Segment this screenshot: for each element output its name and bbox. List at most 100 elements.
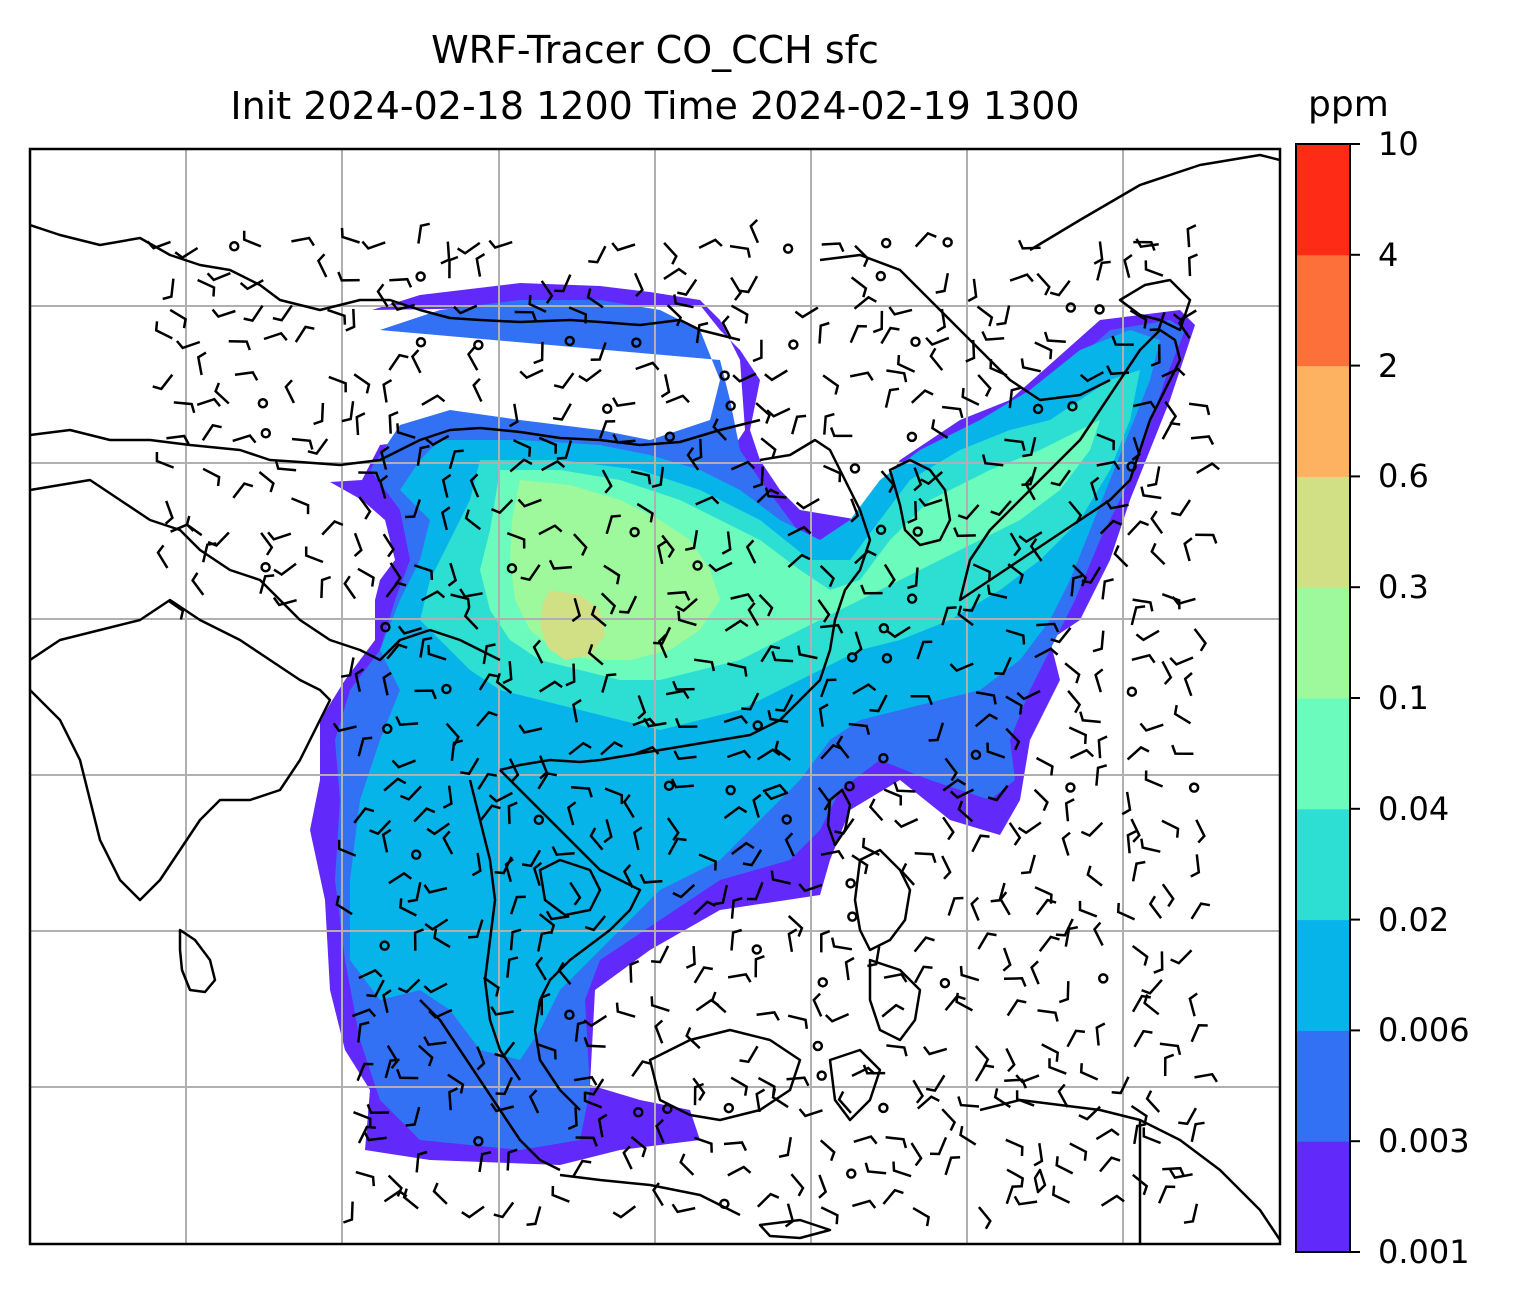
wind-barb bbox=[910, 695, 933, 706]
wind-barb bbox=[723, 1141, 748, 1152]
wind-barb bbox=[1006, 1168, 1025, 1188]
wind-barb bbox=[976, 305, 994, 327]
wind-barb bbox=[603, 564, 621, 585]
wind-barb bbox=[605, 514, 621, 535]
calm-wind-circle bbox=[410, 849, 422, 860]
wind-barb bbox=[913, 467, 923, 492]
wind-barb bbox=[1015, 1074, 1040, 1084]
wind-barb bbox=[1153, 951, 1164, 974]
wind-barb bbox=[475, 253, 486, 277]
wind-barb bbox=[693, 658, 716, 672]
wind-barb bbox=[545, 910, 570, 921]
wind-barb bbox=[407, 882, 422, 903]
wind-barb bbox=[907, 500, 918, 524]
wind-barb bbox=[949, 662, 974, 672]
wind-barb bbox=[461, 1205, 485, 1219]
wind-barb bbox=[597, 1113, 608, 1138]
wind-barb bbox=[358, 968, 383, 980]
wind-barb bbox=[1038, 935, 1060, 952]
wind-barb bbox=[174, 246, 199, 260]
wind-barb bbox=[476, 710, 498, 727]
wind-barb bbox=[337, 271, 360, 282]
wind-barb bbox=[1066, 1029, 1086, 1048]
calm-wind-circle bbox=[849, 463, 861, 474]
calm-wind-circle bbox=[875, 524, 887, 536]
wind-barb bbox=[1005, 1138, 1024, 1157]
colorbar-tick-label: 0.006 bbox=[1378, 1011, 1470, 1050]
wind-barb bbox=[920, 470, 944, 486]
wind-barb bbox=[357, 1125, 377, 1144]
wind-barb bbox=[267, 531, 292, 541]
wind-barb bbox=[631, 1060, 652, 1078]
wind-barb bbox=[554, 274, 572, 293]
wind-barb bbox=[671, 1203, 696, 1214]
wind-barb bbox=[1161, 593, 1181, 610]
wind-barb bbox=[426, 822, 451, 836]
wind-barb bbox=[538, 524, 563, 536]
wind-barb bbox=[357, 736, 373, 757]
wind-barb bbox=[913, 965, 933, 984]
wind-barb bbox=[478, 673, 499, 691]
wind-barb bbox=[274, 459, 297, 472]
wind-barb bbox=[369, 819, 392, 836]
wind-barb bbox=[797, 645, 818, 660]
wind-barb bbox=[1173, 704, 1192, 725]
wind-barb bbox=[916, 1095, 940, 1110]
wind-barb bbox=[630, 470, 652, 485]
wind-barb bbox=[567, 1107, 578, 1131]
wind-barb bbox=[598, 420, 616, 439]
wind-barb bbox=[817, 787, 832, 811]
wind-barb bbox=[566, 801, 577, 826]
wind-barb bbox=[752, 793, 762, 818]
wind-barb bbox=[673, 294, 694, 309]
calm-wind-circle bbox=[1065, 782, 1076, 793]
wind-barb bbox=[327, 308, 347, 325]
wind-barb bbox=[228, 339, 251, 351]
wind-barb bbox=[1161, 819, 1180, 838]
wind-barb bbox=[399, 898, 417, 917]
wind-barb bbox=[739, 275, 759, 294]
wind-barb bbox=[417, 222, 430, 244]
wind-barb bbox=[760, 437, 777, 459]
wind-barb bbox=[1041, 1043, 1060, 1062]
wind-barb bbox=[820, 678, 837, 698]
calm-wind-circle bbox=[906, 431, 918, 443]
wind-barb bbox=[929, 347, 944, 371]
wind-barb bbox=[1131, 994, 1151, 1013]
wind-barb bbox=[1090, 476, 1100, 501]
wind-barb bbox=[693, 900, 716, 916]
wind-barb bbox=[935, 272, 950, 294]
wind-barb bbox=[196, 397, 221, 407]
calm-wind-circle bbox=[846, 1168, 857, 1179]
wind-barb bbox=[677, 610, 697, 627]
wind-barb bbox=[622, 794, 635, 819]
wind-barb bbox=[456, 241, 481, 255]
wind-barb bbox=[755, 402, 771, 424]
wind-barb bbox=[353, 532, 363, 558]
wind-barb bbox=[698, 238, 723, 250]
wind-barb bbox=[1178, 1107, 1197, 1126]
wind-barb bbox=[786, 1076, 810, 1087]
wind-barb bbox=[883, 972, 908, 983]
wind-barb bbox=[1144, 260, 1164, 277]
wind-barb bbox=[1190, 435, 1215, 446]
wind-barb bbox=[820, 623, 844, 634]
wind-barb bbox=[656, 540, 667, 565]
wind-barb bbox=[685, 1027, 701, 1050]
wind-barb bbox=[1170, 949, 1193, 965]
wind-barb bbox=[1161, 883, 1175, 908]
wind-barb bbox=[612, 433, 636, 444]
calm-wind-circle bbox=[878, 623, 890, 634]
wind-barb bbox=[931, 419, 949, 439]
wind-barb bbox=[914, 851, 937, 864]
calm-wind-circle bbox=[663, 780, 675, 791]
wind-barb bbox=[521, 849, 542, 868]
wind-barb bbox=[742, 849, 763, 867]
wind-barb bbox=[291, 497, 310, 515]
wind-barb bbox=[1048, 1058, 1067, 1075]
wind-barb bbox=[989, 359, 1008, 377]
wind-barb bbox=[693, 1082, 705, 1106]
calm-wind-circle bbox=[880, 237, 892, 249]
wind-barb bbox=[881, 1003, 905, 1018]
wind-barb bbox=[1005, 727, 1021, 751]
